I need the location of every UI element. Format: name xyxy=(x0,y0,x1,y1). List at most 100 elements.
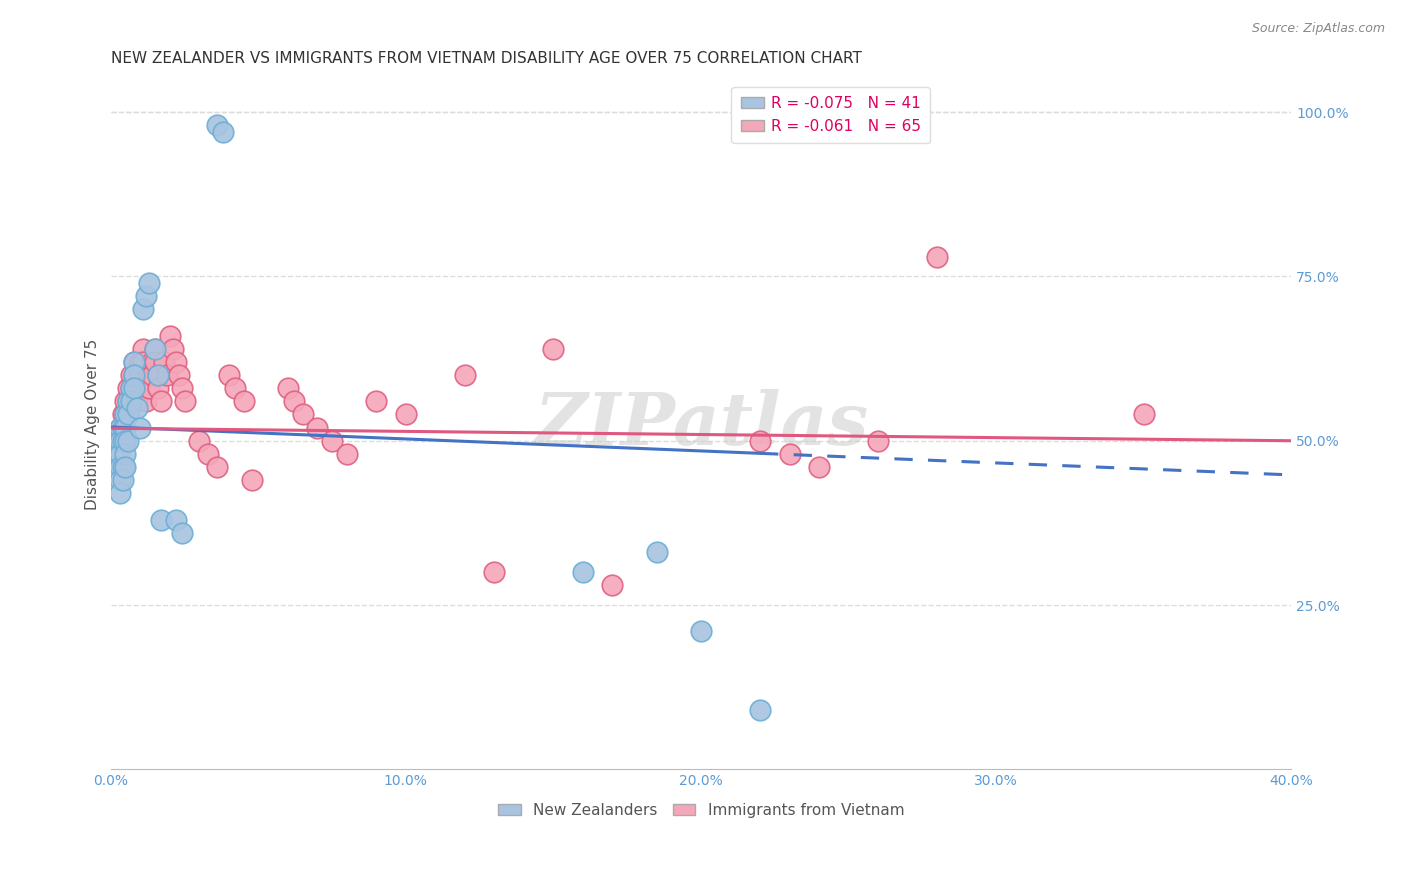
Text: NEW ZEALANDER VS IMMIGRANTS FROM VIETNAM DISABILITY AGE OVER 75 CORRELATION CHAR: NEW ZEALANDER VS IMMIGRANTS FROM VIETNAM… xyxy=(111,51,862,66)
Point xyxy=(117,394,139,409)
Point xyxy=(454,368,477,382)
Point xyxy=(111,434,134,448)
Point xyxy=(108,473,131,487)
Point xyxy=(117,394,139,409)
Point xyxy=(129,368,152,382)
Point xyxy=(366,394,388,409)
Point xyxy=(141,368,163,382)
Point xyxy=(120,394,142,409)
Point xyxy=(114,434,136,448)
Point xyxy=(149,394,172,409)
Point xyxy=(135,394,157,409)
Point xyxy=(117,408,139,422)
Point xyxy=(927,250,949,264)
Point xyxy=(138,381,160,395)
Point xyxy=(224,381,246,395)
Text: Source: ZipAtlas.com: Source: ZipAtlas.com xyxy=(1251,22,1385,36)
Point xyxy=(602,578,624,592)
Point xyxy=(159,328,181,343)
Point xyxy=(165,513,187,527)
Point xyxy=(162,342,184,356)
Point xyxy=(108,486,131,500)
Point xyxy=(120,381,142,395)
Point xyxy=(690,624,713,639)
Point xyxy=(283,394,305,409)
Point xyxy=(114,420,136,434)
Point xyxy=(170,381,193,395)
Point xyxy=(117,408,139,422)
Point xyxy=(120,381,142,395)
Point xyxy=(149,513,172,527)
Point xyxy=(543,342,565,356)
Point xyxy=(156,368,179,382)
Point xyxy=(114,420,136,434)
Point xyxy=(749,703,772,717)
Point xyxy=(114,434,136,448)
Point xyxy=(277,381,299,395)
Point xyxy=(321,434,343,448)
Point xyxy=(114,460,136,475)
Point xyxy=(105,447,128,461)
Point xyxy=(242,473,264,487)
Point xyxy=(779,447,801,461)
Point xyxy=(120,394,142,409)
Point xyxy=(127,401,149,415)
Point xyxy=(114,394,136,409)
Point xyxy=(143,342,166,356)
Point xyxy=(232,394,254,409)
Point xyxy=(205,460,228,475)
Point xyxy=(108,460,131,475)
Point xyxy=(336,447,359,461)
Point xyxy=(205,119,228,133)
Point xyxy=(135,381,157,395)
Point xyxy=(108,420,131,434)
Y-axis label: Disability Age Over 75: Disability Age Over 75 xyxy=(86,339,100,510)
Point xyxy=(188,434,211,448)
Point xyxy=(291,408,314,422)
Point xyxy=(395,408,418,422)
Point xyxy=(124,355,146,369)
Point xyxy=(111,408,134,422)
Point xyxy=(132,342,155,356)
Point xyxy=(111,420,134,434)
Point xyxy=(146,381,169,395)
Point xyxy=(153,355,176,369)
Point xyxy=(572,565,595,579)
Point xyxy=(173,394,195,409)
Point xyxy=(141,355,163,369)
Point xyxy=(146,368,169,382)
Text: ZIPatlas: ZIPatlas xyxy=(534,389,868,459)
Point xyxy=(108,420,131,434)
Point xyxy=(111,473,134,487)
Point xyxy=(108,434,131,448)
Point xyxy=(124,368,146,382)
Point xyxy=(307,420,329,434)
Point xyxy=(105,434,128,448)
Point xyxy=(218,368,240,382)
Point xyxy=(645,545,668,559)
Point xyxy=(108,447,131,461)
Point xyxy=(170,525,193,540)
Point xyxy=(212,125,235,139)
Point xyxy=(484,565,506,579)
Point xyxy=(1132,408,1154,422)
Point xyxy=(146,368,169,382)
Point xyxy=(197,447,219,461)
Point xyxy=(120,368,142,382)
Point xyxy=(114,408,136,422)
Legend: New Zealanders, Immigrants from Vietnam: New Zealanders, Immigrants from Vietnam xyxy=(492,797,911,823)
Point xyxy=(132,302,155,317)
Point xyxy=(111,460,134,475)
Point xyxy=(114,447,136,461)
Point xyxy=(117,381,139,395)
Point xyxy=(117,434,139,448)
Point xyxy=(127,394,149,409)
Point xyxy=(868,434,890,448)
Point xyxy=(132,355,155,369)
Point xyxy=(124,368,146,382)
Point xyxy=(129,420,152,434)
Point xyxy=(135,289,157,303)
Point xyxy=(167,368,190,382)
Point xyxy=(165,355,187,369)
Point xyxy=(808,460,831,475)
